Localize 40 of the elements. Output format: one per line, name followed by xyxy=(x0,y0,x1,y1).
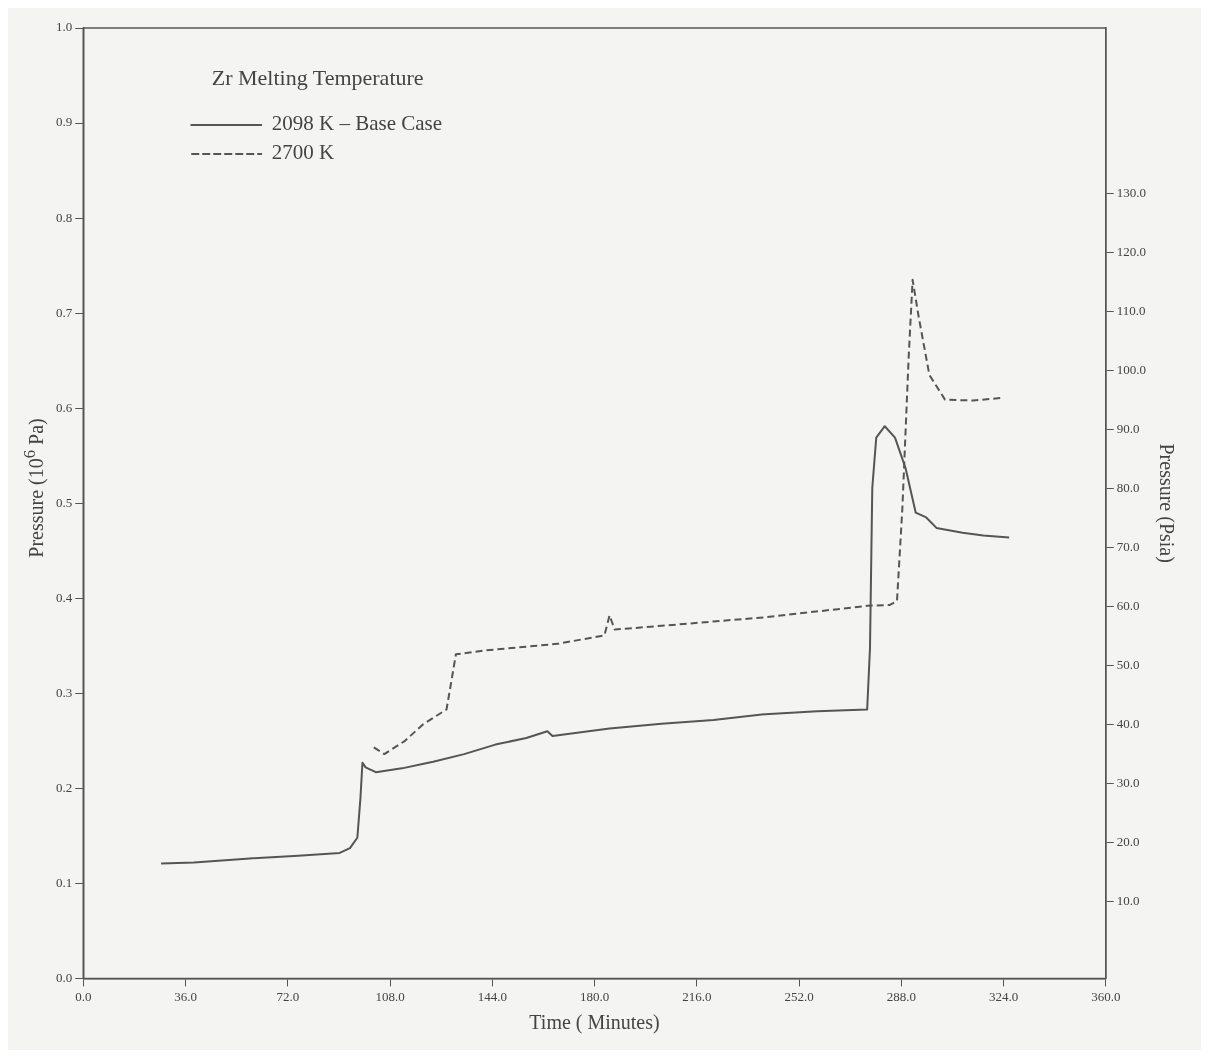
x-tick-label: 0.0 xyxy=(75,988,92,1004)
y2-tick-label: 100.0 xyxy=(1116,361,1146,377)
y2-tick-label: 30.0 xyxy=(1116,775,1140,791)
y2-tick-label: 10.0 xyxy=(1116,893,1140,909)
x-tick-label: 108.0 xyxy=(375,988,405,1004)
x-tick-label: 252.0 xyxy=(784,988,814,1004)
x-tick-label: 288.0 xyxy=(886,988,916,1004)
x-axis-title: Time ( Minutes) xyxy=(529,1011,660,1035)
y2-tick-label: 60.0 xyxy=(1116,597,1140,613)
y-tick-label: 0.6 xyxy=(56,399,73,415)
y2-tick-label: 130.0 xyxy=(1116,184,1146,200)
y2-tick-label: 90.0 xyxy=(1116,420,1140,436)
y2-tick-label: 70.0 xyxy=(1116,538,1140,554)
x-tick-label: 324.0 xyxy=(988,988,1019,1004)
y2-tick-label: 110.0 xyxy=(1116,302,1146,318)
x-tick-label: 360.0 xyxy=(1091,988,1121,1004)
y-tick-label: 0.5 xyxy=(56,494,73,510)
y2-tick-label: 20.0 xyxy=(1116,834,1140,850)
y-tick-label: 0.1 xyxy=(56,874,73,890)
y-tick-label: 0.8 xyxy=(56,209,73,225)
y2-tick-label: 40.0 xyxy=(1116,715,1140,731)
y2-tick-label: 50.0 xyxy=(1116,656,1140,672)
x-tick-label: 72.0 xyxy=(276,988,300,1004)
y-tick-label: 0.9 xyxy=(56,114,73,130)
x-tick-label: 144.0 xyxy=(477,988,507,1004)
y-tick-label: 0.2 xyxy=(56,779,73,795)
legend-label: 2098 K – Base Case xyxy=(271,111,443,136)
y-tick-label: 1.0 xyxy=(56,19,73,35)
y-tick-label: 0.4 xyxy=(56,589,73,605)
y2-axis-title: Pressure (Psia) xyxy=(1154,443,1178,563)
x-tick-label: 216.0 xyxy=(682,988,712,1004)
legend-title: Zr Melting Temperature xyxy=(211,64,424,90)
y-tick-label: 0.3 xyxy=(56,684,73,700)
y-tick-label: 0.0 xyxy=(56,969,73,985)
x-tick-label: 36.0 xyxy=(174,988,197,1004)
x-tick-label: 180.0 xyxy=(579,988,610,1004)
legend-label: 2700 K xyxy=(271,140,335,165)
y2-tick-label: 120.0 xyxy=(1116,243,1146,259)
y-tick-label: 0.7 xyxy=(56,304,73,320)
y2-tick-label: 80.0 xyxy=(1116,479,1140,495)
